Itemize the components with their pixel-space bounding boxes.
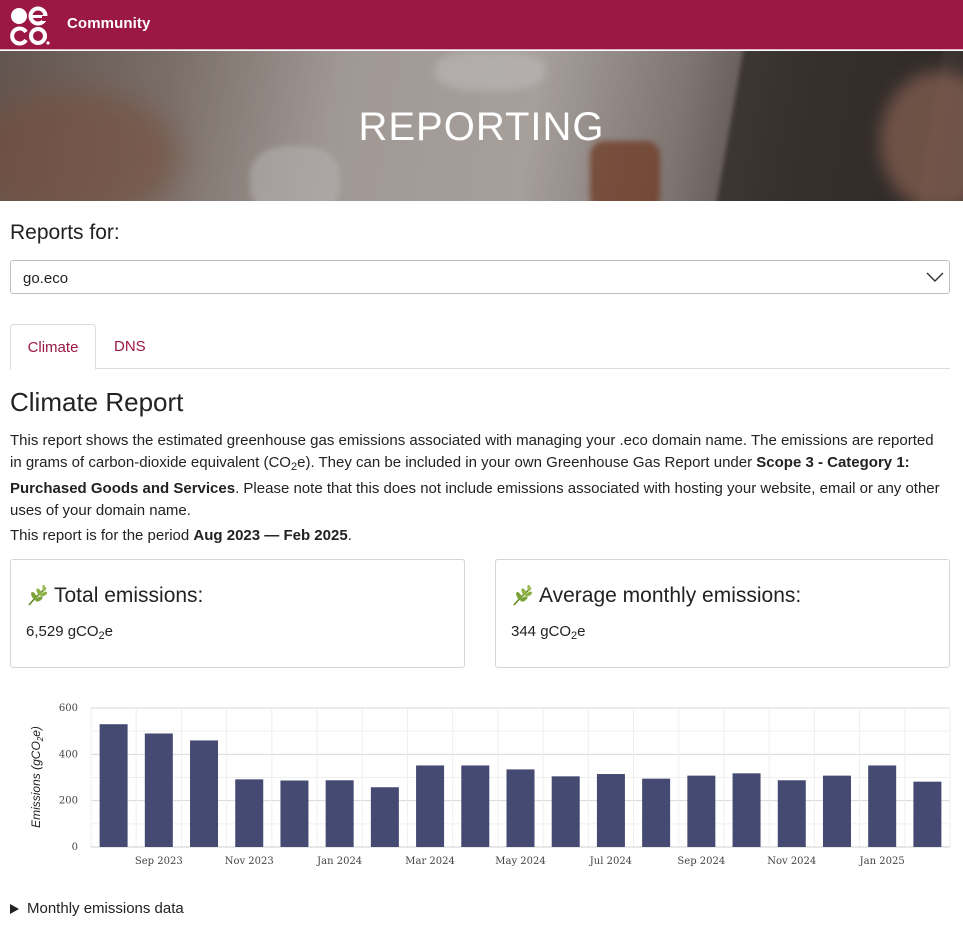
report-period: This report is for the period Aug 2023 —… (10, 527, 352, 544)
chevron-down-icon (926, 272, 944, 282)
total-emissions-card: Total emissions: 6,529 gCO2e (10, 559, 465, 668)
x-tick-label: Mar 2024 (405, 856, 455, 867)
bar[interactable] (732, 773, 761, 847)
monthly-data-label: Monthly emissions data (27, 900, 184, 917)
bar[interactable] (506, 769, 535, 847)
tab-climate[interactable]: Climate (10, 324, 96, 370)
bar[interactable] (687, 775, 716, 847)
total-emissions-value: 6,529 gCO2e (26, 623, 114, 642)
domain-select[interactable]: go.eco (10, 260, 950, 294)
page-title: REPORTING (358, 105, 605, 149)
leaf-icon (513, 584, 533, 606)
bar[interactable] (190, 740, 219, 847)
emissions-bar-chart: 0 200 400 600 Sep 2023 Nov 2023 Jan 2024 Mar 2… (29, 703, 951, 867)
bar[interactable] (913, 781, 942, 847)
x-tick-label: Sep 2024 (677, 856, 725, 867)
x-tick-label: May 2024 (495, 856, 545, 867)
bar[interactable] (99, 724, 128, 847)
hero-banner: REPORTING (0, 51, 963, 201)
leaf-icon (28, 584, 48, 606)
bar[interactable] (777, 780, 806, 847)
average-emissions-value: 344 gCO2e (511, 623, 586, 642)
x-tick-label: Jan 2024 (316, 856, 362, 867)
y-tick-label: 200 (59, 796, 78, 807)
bar[interactable] (551, 776, 580, 847)
report-tabs: Climate DNS (10, 324, 950, 370)
y-tick-label: 400 (59, 749, 78, 760)
bar[interactable] (822, 775, 851, 847)
bar[interactable] (235, 779, 264, 847)
bar[interactable] (868, 765, 897, 847)
period-value: Aug 2023 — Feb 2025 (193, 527, 348, 544)
site-title[interactable]: Community (67, 15, 151, 32)
eco-logo[interactable] (10, 6, 50, 46)
bar[interactable] (280, 780, 309, 847)
monthly-data-disclosure[interactable]: Monthly emissions data (10, 900, 184, 917)
bar[interactable] (642, 778, 671, 847)
x-tick-label: Nov 2023 (225, 856, 274, 867)
bar[interactable] (461, 765, 490, 847)
x-tick-label: Nov 2024 (767, 856, 816, 867)
top-bar: Community (0, 0, 963, 50)
total-emissions-label: Total emissions: (54, 584, 204, 607)
average-emissions-label: Average monthly emissions: (539, 584, 802, 607)
tab-dns[interactable]: DNS (114, 338, 146, 355)
y-tick-label: 0 (72, 842, 78, 853)
y-tick-label: 600 (59, 703, 78, 714)
bar[interactable] (596, 774, 625, 847)
bar[interactable] (370, 787, 399, 847)
bar[interactable] (416, 765, 445, 847)
x-tick-label: Jan 2025 (859, 856, 905, 867)
bar[interactable] (325, 780, 354, 847)
disclosure-triangle-icon (10, 903, 19, 914)
report-title: Climate Report (10, 387, 184, 417)
reports-for-label: Reports for: (10, 221, 120, 244)
bar[interactable] (144, 733, 173, 847)
x-tick-label: Jul 2024 (589, 856, 632, 867)
report-intro: This report shows the estimated greenhou… (10, 432, 940, 519)
domain-select-value: go.eco (23, 270, 69, 287)
average-emissions-card: Average monthly emissions: 344 gCO2e (495, 559, 950, 668)
y-axis-label: Emissions (gCO2e) (29, 726, 45, 828)
x-tick-label: Sep 2023 (135, 856, 183, 867)
